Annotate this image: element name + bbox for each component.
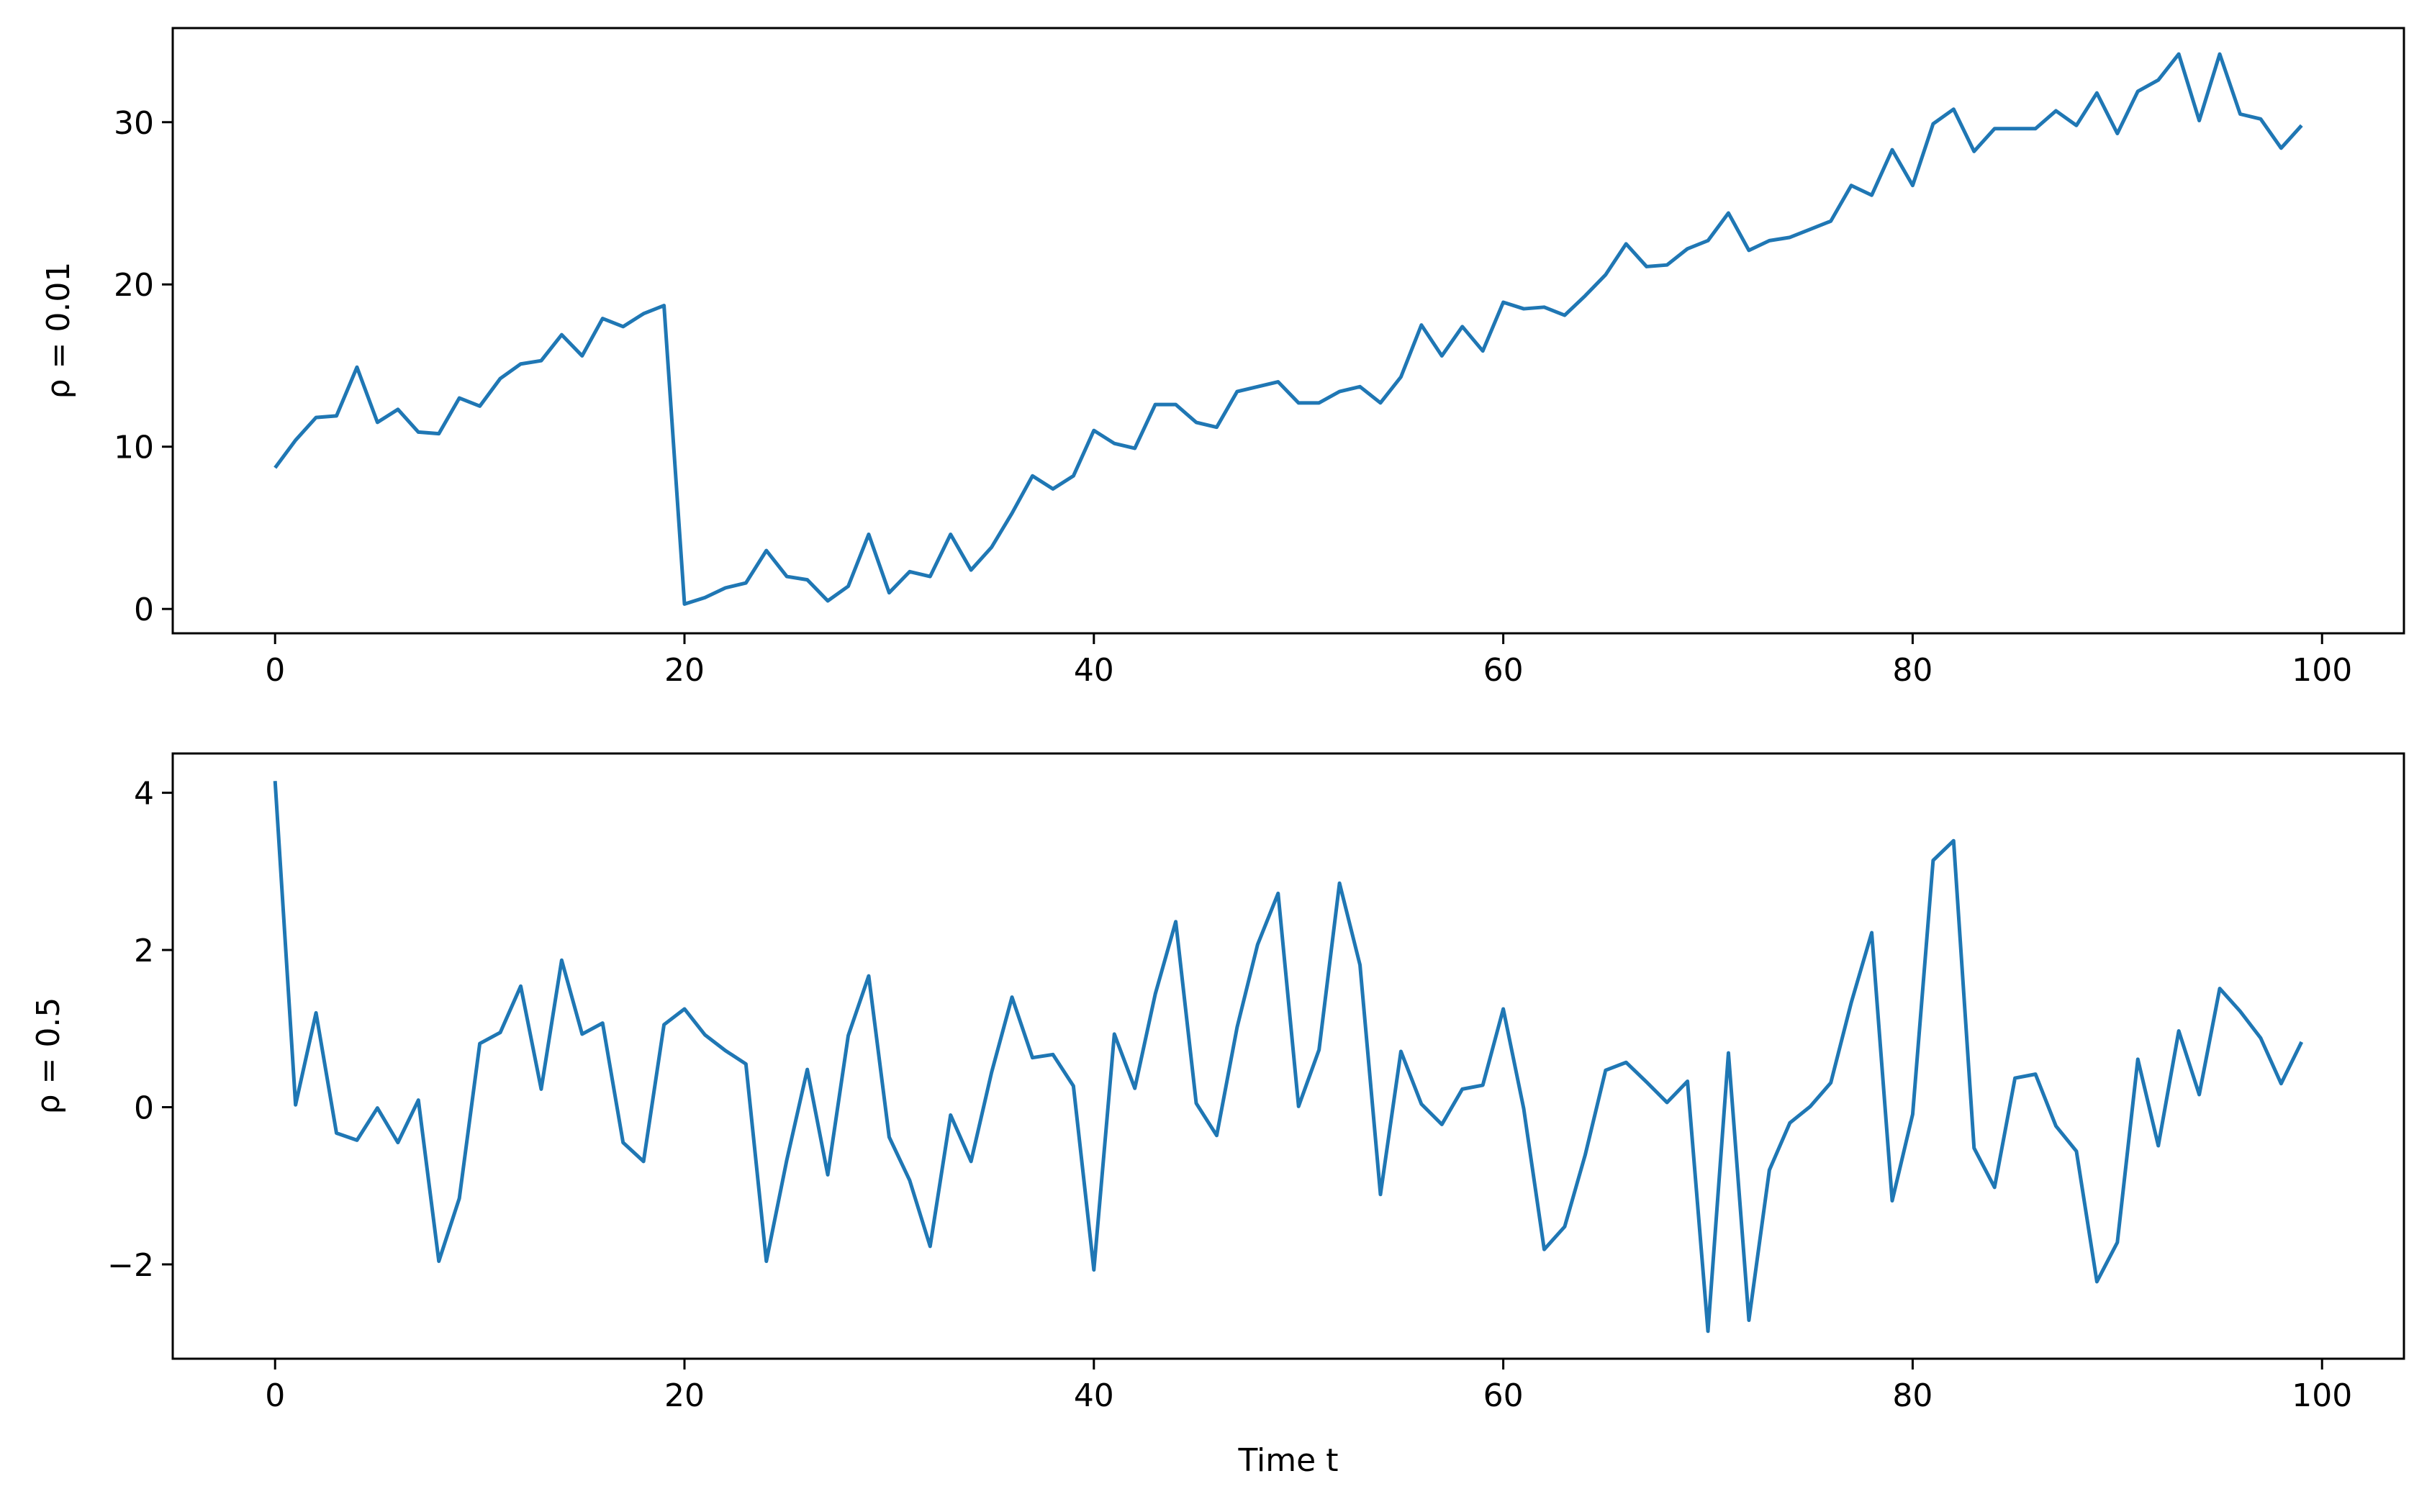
y-tick-label: 0: [134, 592, 154, 628]
y-tick-label: 4: [134, 776, 154, 812]
axes-rho-0-5: 0 20 40 60 80 100 −2 0 2 4 ρ = 0.5 Time t: [30, 752, 2405, 1479]
x-tick-label: 20: [664, 1377, 705, 1414]
axes-frame: [171, 752, 2405, 1360]
x-tick-label: 20: [664, 652, 705, 689]
x-tick-label: 60: [1483, 1377, 1524, 1414]
x-tick-label: 80: [1892, 1377, 1933, 1414]
axes-frame: [171, 27, 2405, 635]
x-tick-label: 0: [265, 1377, 285, 1414]
y-tick-label: 10: [114, 430, 154, 466]
x-tick-label: 0: [265, 652, 285, 689]
x-tick-label: 100: [2292, 652, 2352, 689]
y-axis-label: ρ = 0.5: [30, 997, 67, 1115]
series-line: [273, 781, 2304, 1334]
y-ticks: 0 10 20 30: [114, 105, 173, 628]
x-ticks: 0 20 40 60 80 100: [265, 1359, 2352, 1414]
axes-rho-0-01: 0 20 40 60 80 100 0 10 20 30 ρ = 0.01: [40, 27, 2405, 689]
y-tick-label: −2: [107, 1247, 154, 1284]
x-tick-label: 60: [1483, 652, 1524, 689]
x-ticks: 0 20 40 60 80 100: [265, 633, 2352, 689]
y-tick-label: 0: [134, 1090, 154, 1126]
x-tick-label: 100: [2292, 1377, 2352, 1414]
x-tick-label: 40: [1074, 652, 1114, 689]
x-tick-label: 40: [1074, 1377, 1114, 1414]
y-tick-label: 20: [114, 267, 154, 304]
y-tick-label: 2: [134, 933, 154, 969]
y-ticks: −2 0 2 4: [107, 776, 173, 1284]
series-layer: [273, 781, 2304, 1334]
y-tick-label: 30: [114, 105, 154, 142]
y-axis-label: ρ = 0.01: [40, 262, 77, 399]
series-layer: [274, 52, 2303, 606]
series-line: [274, 52, 2303, 606]
x-tick-label: 80: [1892, 652, 1933, 689]
x-axis-label: Time t: [1238, 1442, 1339, 1479]
